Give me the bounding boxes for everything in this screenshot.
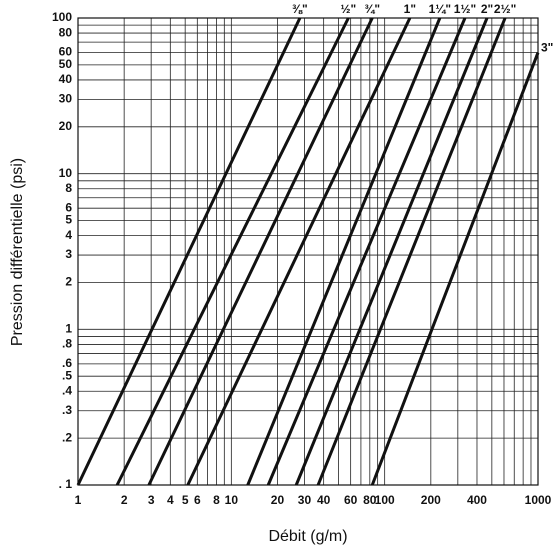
y-tick-label: 5 — [65, 213, 72, 227]
y-tick-label: 10 — [59, 166, 73, 180]
series-label: 2" — [481, 2, 493, 16]
series-label: 3" — [541, 41, 553, 55]
x-tick-label: 200 — [421, 493, 441, 507]
series-line — [316, 17, 507, 486]
x-tick-label: 20 — [271, 493, 285, 507]
y-tick-label: 100 — [52, 10, 72, 24]
y-tick-label: .2 — [62, 430, 72, 444]
x-tick-label: 1 — [75, 493, 82, 507]
x-tick-label: 3 — [148, 493, 155, 507]
series-line — [115, 17, 350, 486]
x-axis-title: Débit (g/m) — [268, 528, 347, 545]
y-tick-label: .5 — [62, 368, 72, 382]
x-tick-label: 100 — [375, 493, 395, 507]
y-tick-label: 60 — [59, 45, 73, 59]
y-tick-label: 6 — [65, 200, 72, 214]
series-label: ½" — [341, 2, 357, 16]
series-label: 1" — [404, 2, 416, 16]
series-label: 1½" — [454, 2, 476, 16]
y-tick-label: 50 — [59, 57, 73, 71]
x-tick-label: 2 — [121, 493, 128, 507]
x-tick-label: 30 — [298, 493, 312, 507]
x-tick-label: 4 — [167, 493, 174, 507]
y-axis-title: Pression différentielle (psi) — [9, 158, 26, 346]
y-tick-label: .6 — [62, 356, 72, 370]
x-tick-label: 10 — [225, 493, 239, 507]
plot-border — [77, 17, 539, 486]
y-tick-label: . 1 — [59, 477, 73, 491]
series-line — [370, 51, 540, 486]
x-tick-label: 40 — [317, 493, 331, 507]
series-label: ¾" — [364, 2, 380, 16]
y-tick-label: 3 — [65, 247, 72, 261]
series-line — [294, 17, 489, 486]
series-label: 1¼" — [429, 2, 451, 16]
y-tick-label: .8 — [62, 337, 72, 351]
y-tick-label: 4 — [65, 228, 72, 242]
x-tick-label: 8 — [213, 493, 220, 507]
x-tick-label: 5 — [182, 493, 189, 507]
y-tick-label: 1 — [65, 322, 72, 336]
y-tick-label: 2 — [65, 275, 72, 289]
x-tick-label: 1000 — [525, 493, 552, 507]
series-line — [246, 17, 442, 486]
y-tick-label: 80 — [59, 25, 73, 39]
y-tick-label: .4 — [62, 383, 72, 397]
series-line — [186, 17, 412, 486]
y-tick-label: 20 — [59, 119, 73, 133]
x-tick-label: 60 — [344, 493, 358, 507]
series-label: ⅜" — [292, 2, 308, 16]
y-tick-label: 30 — [59, 92, 73, 106]
x-tick-label: 80 — [363, 493, 377, 507]
x-tick-label: 400 — [467, 493, 487, 507]
series-line — [76, 17, 302, 486]
x-tick-label: 6 — [194, 493, 201, 507]
y-tick-label: 40 — [59, 72, 73, 86]
series-label: 2½" — [494, 2, 516, 16]
series-line — [266, 17, 467, 486]
y-tick-label: 8 — [65, 181, 72, 195]
series-line — [147, 17, 374, 486]
y-tick-label: .3 — [62, 403, 72, 417]
